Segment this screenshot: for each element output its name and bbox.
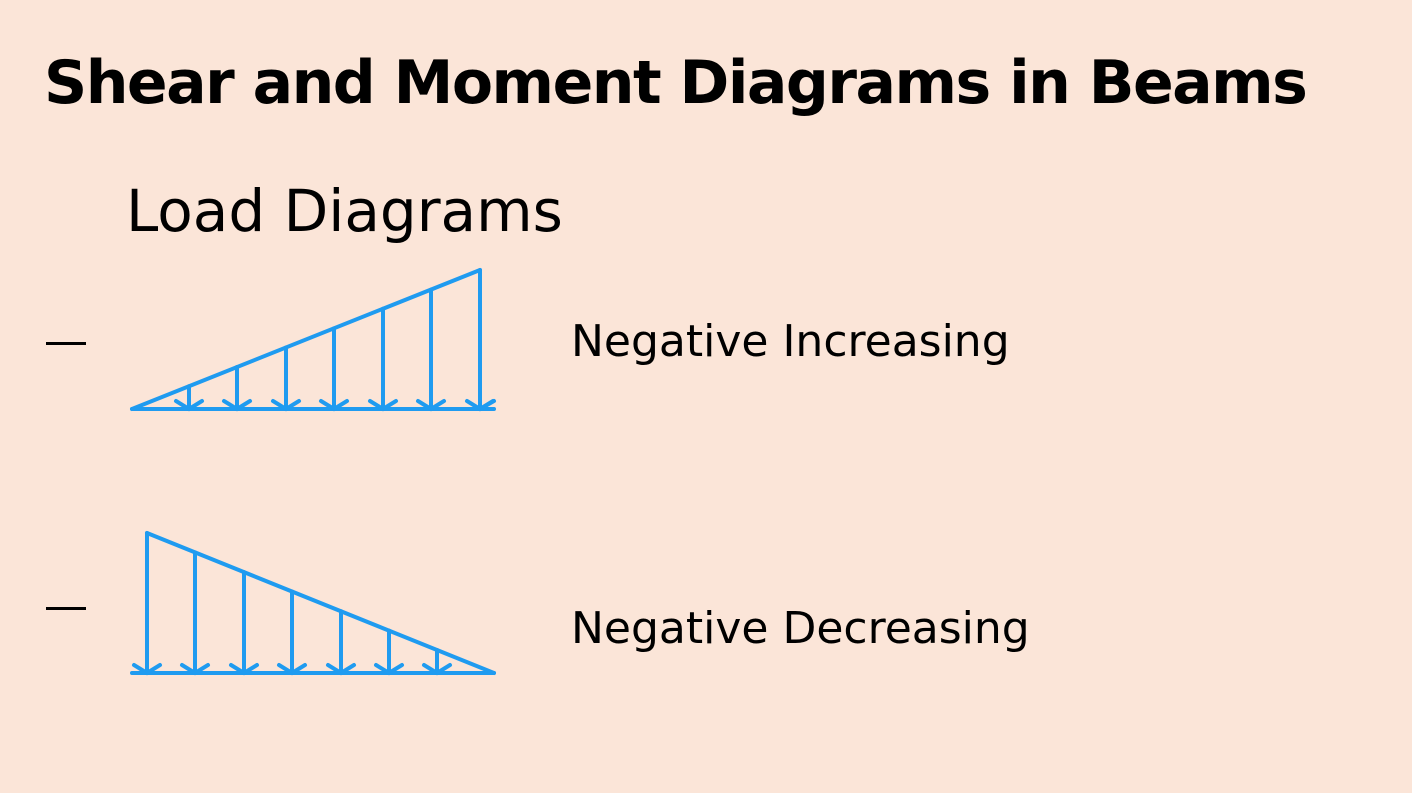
load-arrow-head (370, 401, 396, 409)
load-arrow-head (224, 401, 250, 409)
slide-title: Shear and Moment Diagrams in Beams (44, 50, 1306, 116)
dash-bullet (46, 607, 86, 610)
load-arrow-head (418, 401, 444, 409)
load-slope-line (147, 533, 494, 673)
load-arrow-head (273, 401, 299, 409)
load-arrow-head (176, 401, 202, 409)
load-arrow-head (424, 665, 450, 673)
load-arrow-head (279, 665, 305, 673)
load-arrow-head (182, 665, 208, 673)
dash-bullet (46, 342, 86, 345)
section-heading: Load Diagrams (126, 180, 563, 244)
increasing-load-diagram (132, 270, 494, 409)
load-arrow-head (231, 665, 257, 673)
load-arrow-head (134, 665, 160, 673)
load-slope-line (132, 270, 480, 409)
decreasing-load-diagram (132, 533, 494, 673)
load-arrow-head (321, 401, 347, 409)
load-arrow-head (328, 665, 354, 673)
load-arrow-head (480, 401, 494, 409)
negative-decreasing-label: Negative Decreasing (571, 607, 1030, 651)
negative-increasing-label: Negative Increasing (571, 320, 1010, 364)
load-arrow-head (467, 401, 493, 409)
load-arrow-head (376, 665, 402, 673)
